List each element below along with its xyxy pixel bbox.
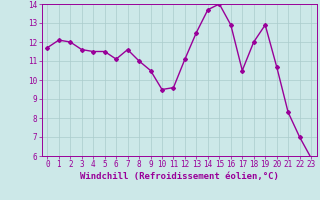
- X-axis label: Windchill (Refroidissement éolien,°C): Windchill (Refroidissement éolien,°C): [80, 172, 279, 181]
